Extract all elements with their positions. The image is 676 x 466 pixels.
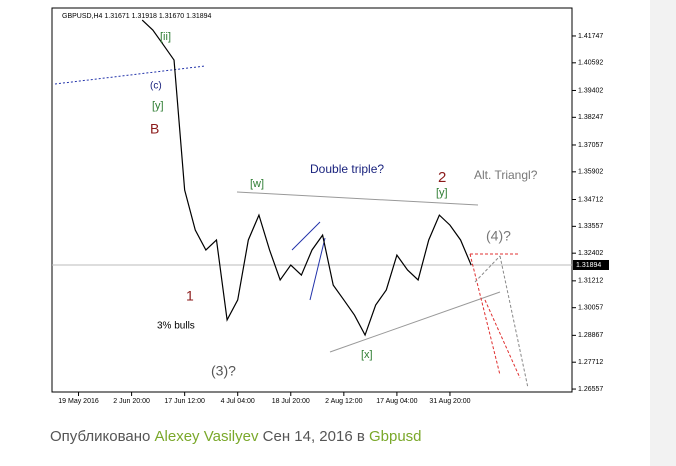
x-tick-label: 17 Aug 04:00: [376, 398, 417, 405]
price-line: [141, 19, 472, 337]
chart-title: GBPUSD,H4 1.31671 1.31918 1.31670 1.3189…: [62, 13, 212, 20]
x-tick-label: 2 Aug 12:00: [325, 398, 362, 405]
projection: [499, 255, 529, 389]
annotation: (3)?: [211, 363, 236, 379]
annotation: 2: [438, 169, 446, 186]
annotation: Double triple?: [310, 162, 384, 176]
annotation: B: [150, 121, 159, 137]
annotation: (c): [150, 81, 162, 92]
plot-frame: [51, 7, 573, 393]
annotation: 3% bulls: [157, 321, 195, 332]
annotation: [y]: [436, 187, 448, 199]
x-tick-label: 18 Jul 20:00: [272, 398, 310, 405]
y-tick-label: 1.28867: [578, 332, 603, 339]
projection: [469, 253, 501, 376]
y-tick-label: 1.30057: [578, 305, 603, 312]
last-price-label: 1.31894: [576, 262, 601, 269]
annotation: [x]: [361, 349, 373, 361]
y-tick-label: 1.27712: [578, 359, 603, 366]
x-tick-label: 31 Aug 20:00: [429, 398, 470, 405]
y-tick-label: 1.38247: [578, 114, 603, 121]
caption: Опубликовано Alexey Vasilyev Сен 14, 201…: [50, 428, 422, 445]
last-price-box: [573, 259, 609, 270]
y-tick-label: 1.33557: [578, 223, 603, 230]
y-tick-label: 1.34712: [578, 196, 603, 203]
caption-text: Опубликовано: [50, 428, 151, 445]
trend-line: [291, 221, 321, 251]
author-link[interactable]: Alexey Vasilyev: [154, 428, 259, 445]
projection: [484, 299, 521, 379]
annotation: [y]: [152, 100, 164, 112]
x-tick-label: 2 Jun 20:00: [113, 398, 150, 405]
y-tick-label: 1.31212: [578, 278, 603, 285]
y-tick-label: 1.39402: [578, 87, 603, 94]
chart: GBPUSD,H4 1.31671 1.31918 1.31670 1.3189…: [51, 7, 609, 405]
trend-line: [54, 65, 206, 85]
annotation: Alt. Triangl?: [474, 168, 538, 182]
caption-text: Сен 14, 2016 в: [262, 428, 365, 445]
y-tick-label: 1.26557: [578, 386, 603, 393]
category-link[interactable]: Gbpusd: [368, 428, 422, 445]
y-tick-label: 1.37057: [578, 142, 603, 149]
annotation: 1: [186, 288, 194, 304]
trend-line: [329, 291, 501, 353]
trend-line: [309, 237, 326, 301]
y-tick-label: 1.35902: [578, 169, 603, 176]
trend-line: [236, 191, 479, 206]
annotation: [w]: [250, 178, 264, 190]
annotation: [ii]: [160, 31, 171, 43]
projection: [474, 255, 501, 283]
x-tick-label: 19 May 2016: [58, 398, 99, 405]
x-tick-label: 17 Jun 12:00: [164, 398, 205, 405]
y-tick-label: 1.41747: [578, 33, 603, 40]
y-tick-label: 1.40592: [578, 60, 603, 67]
annotation: (4)?: [486, 228, 511, 244]
x-tick-label: 4 Jul 04:00: [221, 398, 255, 405]
y-tick-label: 1.32402: [578, 250, 603, 257]
side-strip: [650, 0, 676, 466]
